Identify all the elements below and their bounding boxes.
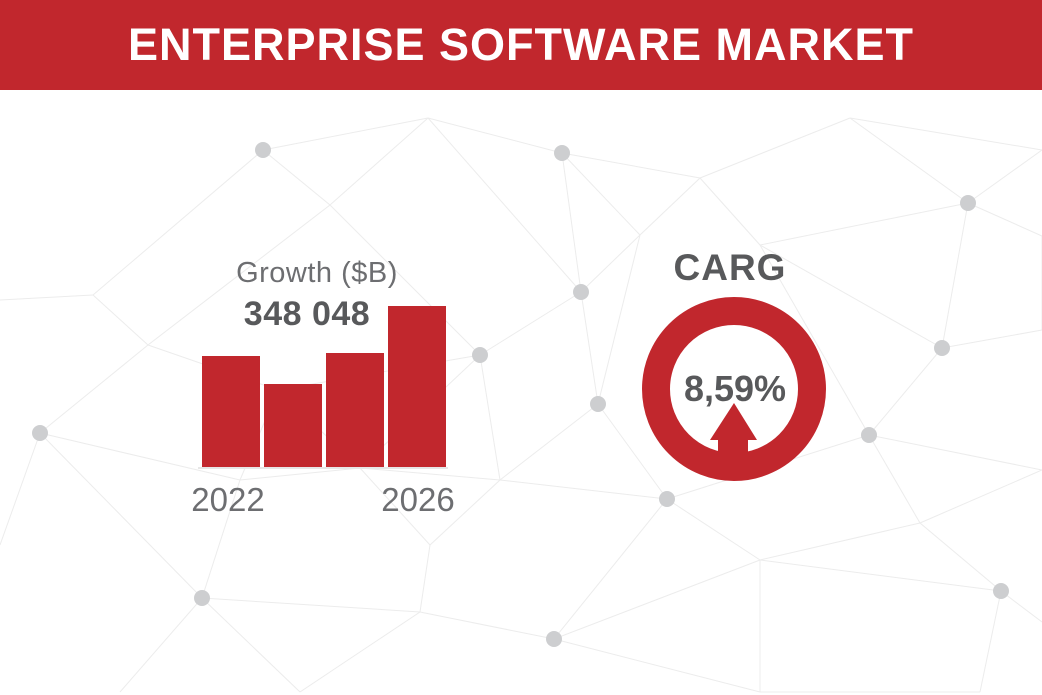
bar-chart-baseline xyxy=(198,467,448,469)
bar-year-2 xyxy=(264,384,322,468)
x-axis-label-2026: 2026 xyxy=(381,481,455,518)
x-axis-label-2022: 2022 xyxy=(191,481,265,518)
page-title: ENTERPRISE SOFTWARE MARKET xyxy=(127,19,915,70)
donut-ring-icon xyxy=(642,297,826,481)
bar-year-3 xyxy=(326,353,384,468)
pattern-lines xyxy=(0,117,1042,693)
bar-chart-bars xyxy=(202,306,446,468)
arrow-up-icon xyxy=(710,403,757,475)
bar-2026 xyxy=(388,306,446,468)
bar-chart-value-label: 348 048 xyxy=(243,295,371,333)
cagr-title: CARG xyxy=(673,247,787,288)
header-banner: ENTERPRISE SOFTWARE MARKET xyxy=(0,0,1042,90)
bar-chart-title: Growth ($B) xyxy=(236,257,398,289)
pattern-dots xyxy=(32,142,1009,647)
cagr-value: 8,59% xyxy=(683,368,787,409)
bar-2022 xyxy=(202,356,260,468)
